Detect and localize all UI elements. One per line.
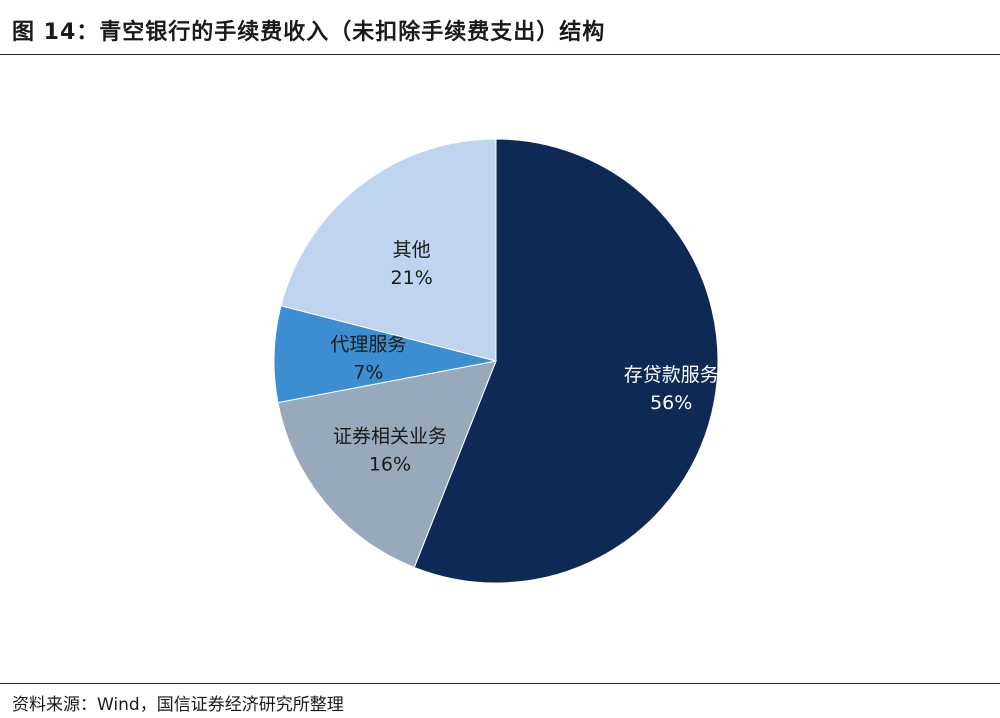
chart-area: 存贷款服务 56% 证券相关业务 16% 代理服务 7% 其他 21%	[0, 56, 1000, 682]
pie-slice-2	[277, 360, 497, 569]
slice-value-label: 21%	[391, 267, 433, 289]
slice-category-label: 其他	[393, 239, 431, 261]
header: 图 14：青空银行的手续费收入（未扣除手续费支出）结构	[0, 0, 1000, 55]
source-note: 资料来源：Wind，国信证券经济研究所整理	[12, 695, 344, 715]
slice-value-label: 56%	[650, 392, 692, 414]
slice-category-label: 证券相关业务	[333, 426, 447, 448]
slice-value-label: 7%	[353, 362, 383, 384]
top-rule	[0, 54, 1000, 55]
pie-slice-1	[413, 138, 719, 584]
figure-title: 图 14：青空银行的手续费收入（未扣除手续费支出）结构	[12, 20, 606, 45]
slice-category-label: 存贷款服务	[624, 364, 719, 386]
pie-slice-4	[280, 138, 497, 362]
slice-value-label: 16%	[369, 454, 411, 476]
slice-category-label: 代理服务	[330, 334, 406, 356]
pie-chart: 存贷款服务 56% 证券相关业务 16% 代理服务 7% 其他 21%	[273, 138, 719, 584]
bottom-rule	[0, 683, 1000, 684]
